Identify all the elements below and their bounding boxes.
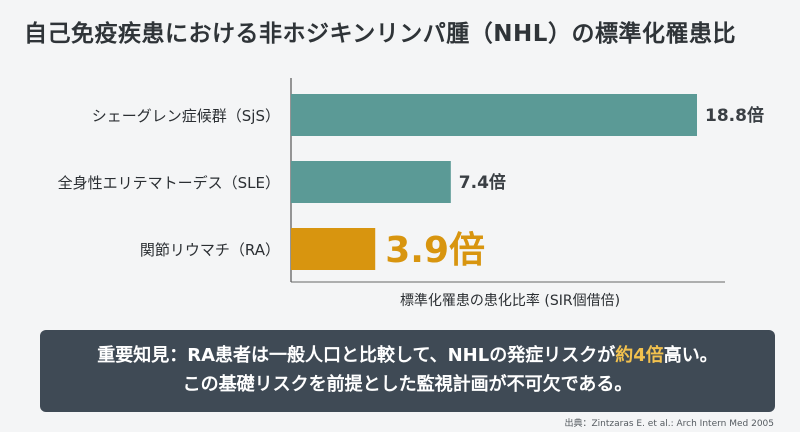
bar-1	[291, 94, 697, 136]
callout-line-1: 重要知見：RA患者は一般人口と比較して、NHLの発症リスクが約4倍高い。	[40, 341, 775, 370]
category-label-3: 関節リウマチ（RA）	[140, 241, 280, 259]
key-finding-callout: 重要知見：RA患者は一般人口と比較して、NHLの発症リスクが約4倍高い。 この基…	[40, 330, 775, 412]
value-label-2: 7.4倍	[459, 172, 506, 193]
callout-highlight: 約4倍	[615, 345, 664, 366]
value-label-1: 18.8倍	[705, 105, 764, 126]
callout-text-before: 重要知見：RA患者は一般人口と比較して、NHLの発症リスクが	[97, 345, 616, 366]
source-citation: 出典：Zintzaras E. et al.: Arch Intern Med …	[564, 419, 775, 429]
category-label-2: 全身性エリテマトーデス（SLE）	[58, 174, 280, 192]
chart-title: 自己免疫疾患における非ホジキンリンパ腫（NHL）の標準化罹患比	[24, 21, 736, 47]
callout-text-after: 高い。	[663, 345, 718, 366]
callout-line-2: この基礎リスクを前提とした監視計画が不可欠である。	[182, 374, 633, 395]
value-label-3: 3.9倍	[385, 230, 485, 271]
x-axis-label: 標準化罹患の患化比率 (SIR個借倍)	[400, 292, 620, 309]
bar-2	[291, 161, 451, 203]
category-label-1: シェーグレン症候群（SjS）	[92, 107, 280, 125]
bar-3	[291, 228, 376, 270]
